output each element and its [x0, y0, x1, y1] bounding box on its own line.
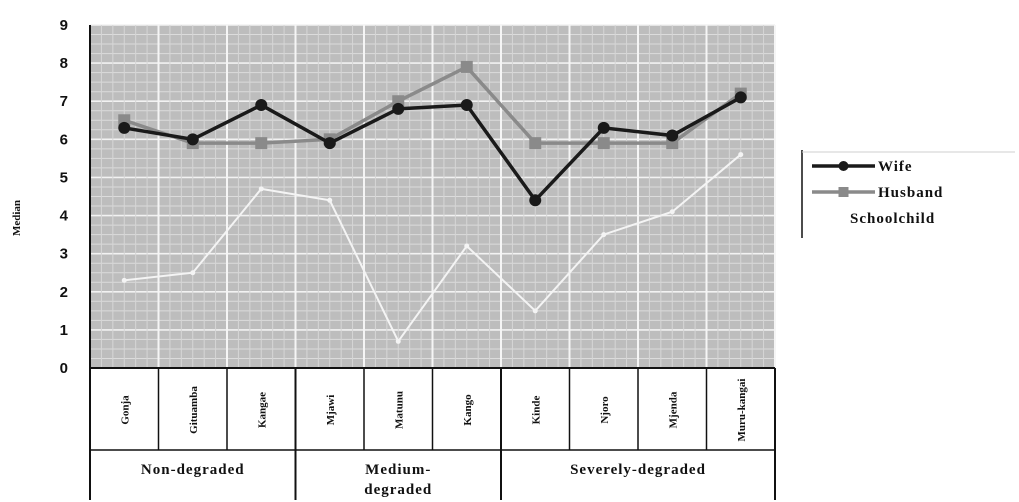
y-tick-label: 6 — [60, 131, 68, 148]
group-label: degraded — [364, 482, 432, 498]
group-label: Non-degraded — [141, 462, 245, 478]
legend-marker — [838, 161, 849, 171]
category-tick-label: Kangae — [256, 392, 268, 428]
legend-item-schoolchild: Schoolchild — [850, 211, 935, 227]
series-lines — [118, 60, 747, 344]
y-axis-label: Median — [11, 200, 23, 236]
data-point — [669, 209, 675, 215]
group-label: Medium- — [365, 462, 431, 478]
legend-marker — [838, 187, 849, 197]
y-tick-label: 9 — [60, 17, 68, 34]
series-line — [124, 153, 742, 344]
category-tick-label: Kinde — [530, 396, 542, 425]
legend: Wife Husband Schoolchild — [801, 150, 1015, 238]
data-point — [186, 133, 199, 146]
data-point — [666, 129, 679, 142]
category-tick-label: Mjawi — [325, 395, 337, 426]
y-tick-label: 4 — [60, 208, 69, 225]
data-point — [601, 232, 607, 238]
category-tick-label: Mjenda — [667, 391, 679, 428]
series-line — [123, 95, 742, 204]
data-point — [258, 186, 264, 192]
y-tick-label: 7 — [60, 93, 68, 110]
data-point — [323, 137, 336, 150]
legend-label: Wife — [878, 159, 913, 175]
data-point — [395, 338, 401, 344]
legend-label: Husband — [878, 185, 943, 201]
data-point — [738, 152, 744, 158]
series-schoolchild — [121, 152, 744, 344]
y-tick-label: 5 — [60, 169, 68, 186]
category-tick-label: Gituamba — [188, 386, 200, 434]
data-point — [734, 91, 747, 104]
category-tick-label: Gonja — [119, 395, 131, 425]
data-point — [532, 308, 538, 314]
legend-label: Schoolchild — [850, 211, 935, 227]
vertical-gridlines — [89, 25, 776, 368]
y-tick-label: 2 — [60, 284, 68, 301]
legend-item-husband: Husband — [812, 185, 943, 201]
y-tick-label: 1 — [60, 322, 68, 339]
data-point — [529, 194, 542, 207]
category-tick-label: Muru-kangai — [736, 379, 748, 442]
data-point — [327, 197, 333, 203]
data-point — [597, 137, 610, 150]
data-point — [460, 60, 473, 73]
series-line — [123, 64, 742, 145]
data-point — [121, 277, 127, 283]
data-point — [255, 99, 268, 112]
group-label: Severely-degraded — [570, 462, 706, 478]
data-point — [460, 99, 473, 112]
category-tick-label: Njoro — [599, 396, 611, 424]
y-tick-label: 8 — [60, 55, 68, 72]
series-wife — [118, 91, 747, 207]
legend-item-wife: Wife — [812, 159, 913, 175]
data-point — [392, 102, 405, 115]
data-point — [255, 137, 268, 150]
data-point — [190, 270, 196, 276]
y-axis-ticks: 0 1 2 3 4 5 6 7 8 9 — [60, 17, 69, 377]
data-point — [118, 121, 131, 134]
y-tick-label: 0 — [60, 360, 68, 377]
category-tick-label: Kango — [462, 394, 474, 426]
data-point — [529, 137, 542, 150]
category-axis: Non-degraded Medium-degraded Severely-degr… — [89, 25, 776, 500]
data-point — [464, 243, 470, 249]
y-tick-label: 3 — [60, 246, 68, 263]
data-point — [597, 121, 610, 134]
category-tick-label: Matunu — [393, 391, 405, 429]
